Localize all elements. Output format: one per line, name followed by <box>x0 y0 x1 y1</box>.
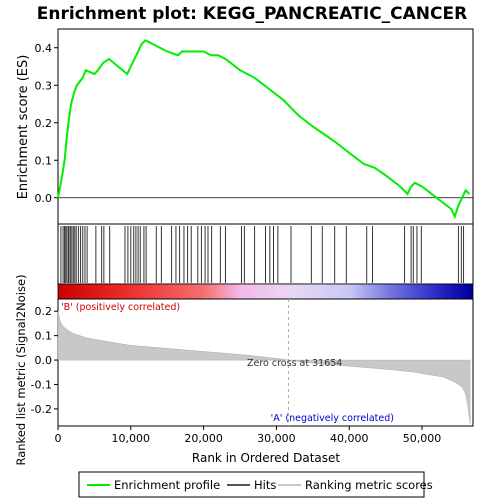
ranked-y-tick-label: 0.2 <box>35 305 53 318</box>
legend-enrichment-label: Enrichment profile <box>114 478 220 492</box>
ranked-y-ticks: 0.2 0.1 0.0 -0.1 -0.2 <box>31 305 58 416</box>
x-tick-label: 20,000 <box>184 432 223 445</box>
hits-panel <box>57 223 474 285</box>
x-tick-label: 0 <box>55 432 62 445</box>
x-tick-label: 30,000 <box>257 432 296 445</box>
es-y-tick-label: 0.2 <box>35 117 53 130</box>
ranked-y-tick-label: -0.2 <box>31 403 52 416</box>
es-panel-frame <box>57 28 474 225</box>
x-axis-label: Rank in Ordered Dataset <box>192 451 340 465</box>
ranked-y-tick-label: 0.0 <box>35 354 53 367</box>
zero-cross-label: Zero cross at 31654 <box>247 358 342 369</box>
ranking-metric-area <box>57 311 471 424</box>
neg-correlated-label: 'A' (negatively correlated) <box>271 413 394 424</box>
ranked-y-tick-label: 0.1 <box>35 330 53 343</box>
legend-hits-label: Hits <box>254 478 276 492</box>
x-axis-ticks: 0 10,000 20,000 30,000 40,000 50,000 <box>55 426 442 445</box>
es-panel: 0.0 0.1 0.2 0.3 0.4 Enrichment score (ES) <box>16 28 474 225</box>
legend: Enrichment profile Hits Ranking metric s… <box>78 471 433 498</box>
es-y-tick-label: 0.1 <box>35 154 53 167</box>
ranked-y-axis-label: Ranked list metric (Signal2Noise) <box>14 274 28 465</box>
hit-markers <box>60 226 465 283</box>
es-y-tick-label: 0.4 <box>35 42 53 55</box>
es-y-tick-label: 0.3 <box>35 79 53 92</box>
enrichment-profile-line <box>57 39 471 220</box>
ranked-panel: 0.2 0.1 0.0 -0.1 -0.2 'B' (positively correl… <box>14 274 474 466</box>
x-tick-label: 50,000 <box>403 432 442 445</box>
chart-title: Enrichment plot: KEGG_PANCREATIC_CANCER <box>37 4 467 24</box>
ranked-y-tick-label: -0.1 <box>31 378 52 391</box>
ranking-heat-bar <box>57 283 474 300</box>
pos-correlated-label: 'B' (positively correlated) <box>61 302 180 313</box>
x-tick-label: 10,000 <box>112 432 151 445</box>
legend-ranking-label: Ranking metric scores <box>305 478 433 492</box>
legend-box <box>78 471 425 498</box>
es-y-ticks: 0.0 0.1 0.2 0.3 0.4 <box>35 42 58 205</box>
es-y-axis-label: Enrichment score (ES) <box>16 55 31 200</box>
x-tick-label: 40,000 <box>330 432 369 445</box>
es-y-tick-label: 0.0 <box>35 192 53 205</box>
